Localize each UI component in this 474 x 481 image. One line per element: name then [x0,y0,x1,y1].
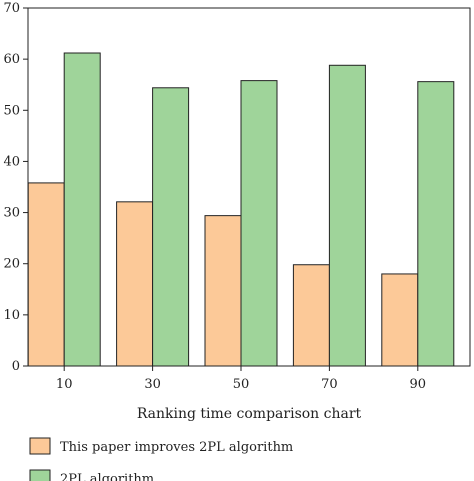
x-tick-label: 10 [56,377,73,392]
legend: This paper improves 2PL algorithm 2PL alg… [29,437,293,481]
bar-series-1 [381,273,419,367]
bars-group [27,52,455,367]
bar-series-2 [152,87,190,367]
bar-series-2 [417,81,455,367]
y-tick-label: 40 [3,154,20,169]
x-axis-label: Ranking time comparison chart [137,406,362,422]
bar-series-1 [116,201,154,367]
bar-series-2 [63,52,101,367]
y-tick-label: 60 [3,52,20,67]
bar-series-2 [328,64,366,367]
y-axis: 0 10 20 30 40 50 60 70 [3,1,28,374]
legend-label: This paper improves 2PL algorithm [60,440,293,455]
y-tick-label: 0 [12,359,20,374]
legend-label: 2PL algorithm [60,472,154,481]
bar-series-1 [27,182,65,367]
y-tick-label: 50 [3,103,20,118]
x-tick-label: 70 [321,377,338,392]
legend-swatch [29,469,51,481]
y-tick-label: 20 [3,257,20,272]
y-tick-label: 70 [3,1,20,16]
legend-swatch [29,437,51,455]
bar-series-1 [292,264,330,367]
y-tick-label: 10 [3,308,20,323]
x-tick-label: 50 [233,377,250,392]
x-tick-label: 90 [410,377,427,392]
plot-frame [27,7,471,367]
y-tick-label: 30 [3,206,20,221]
x-tick-label: 30 [144,377,161,392]
bar-series-1 [204,215,242,367]
bar-series-2 [240,80,278,367]
x-axis: 10 30 50 70 90 [56,366,426,392]
